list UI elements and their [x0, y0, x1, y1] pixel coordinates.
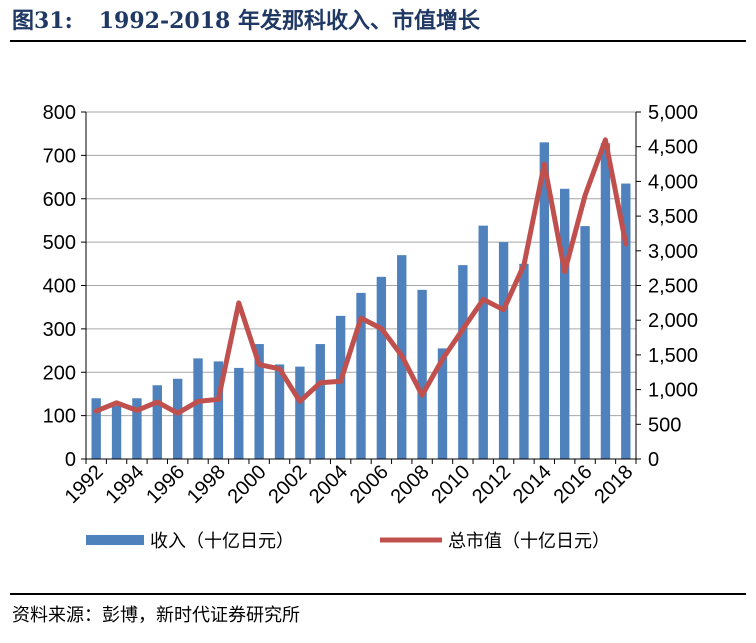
- left-tick-label: 600: [43, 189, 76, 211]
- revenue-bar: [600, 143, 611, 460]
- revenue-bar: [519, 263, 529, 459]
- revenue-bar: [91, 398, 101, 459]
- x-tick-label: 2004: [305, 461, 352, 508]
- right-tick-label: 1,500: [648, 345, 698, 367]
- right-tick-label: 1,000: [648, 380, 698, 402]
- figure-number: 图31:: [12, 8, 73, 34]
- figure-title: 图31: 1992-2018 年发那科收入、市值增长: [12, 4, 480, 38]
- market-cap-line: [93, 137, 629, 416]
- x-tick-label: 2000: [224, 461, 271, 508]
- revenue-bar: [478, 225, 488, 459]
- legend-swatch-revenue: [86, 535, 144, 545]
- revenue-bar: [274, 364, 285, 459]
- x-tick-label: 1998: [183, 461, 230, 508]
- right-tick-label: 5,000: [648, 102, 698, 124]
- right-tick-label: 500: [648, 414, 681, 436]
- revenue-bar: [417, 289, 427, 459]
- right-tick-label: 4,000: [648, 171, 698, 193]
- left-tick-label: 400: [43, 276, 76, 298]
- source-rule: [10, 593, 746, 595]
- left-tick-label: 500: [43, 232, 76, 254]
- revenue-bar: [132, 398, 142, 459]
- left-tick-label: 200: [43, 362, 76, 384]
- right-tick-label: 4,500: [648, 137, 698, 159]
- title-rule: [10, 40, 746, 42]
- revenue-bar: [254, 344, 264, 459]
- right-tick-label: 0: [648, 449, 659, 471]
- revenue-bar: [172, 378, 183, 459]
- revenue-bar: [335, 315, 346, 459]
- x-tick-label: 2008: [387, 461, 434, 508]
- x-tick-label: 2010: [427, 461, 474, 508]
- x-tick-label: 2012: [468, 461, 515, 508]
- revenue-bar: [560, 188, 570, 459]
- revenue-bar: [458, 265, 468, 459]
- revenue-bar: [621, 183, 631, 459]
- revenue-bar: [152, 385, 162, 459]
- revenue-bar: [539, 142, 550, 460]
- legend: 收入（十亿日元） 总市值（十亿日元）: [86, 531, 610, 551]
- left-tick-label: 0: [65, 449, 76, 471]
- revenue-bar: [213, 361, 224, 459]
- revenue-bar: [295, 366, 305, 459]
- combo-chart: 0 100 200 300 400 500 600 700 800 0 500 1,000 1,500 2…: [43, 102, 698, 551]
- revenue-bar: [376, 276, 387, 459]
- x-tick-label: 2006: [346, 461, 393, 508]
- revenue-bar: [315, 344, 325, 459]
- x-tick-label: 2018: [590, 461, 637, 508]
- revenue-bar: [111, 405, 122, 459]
- revenue-bar: [437, 348, 448, 459]
- x-tick-label: 2014: [509, 461, 556, 508]
- revenue-bar: [580, 226, 590, 459]
- left-tick-label: 700: [43, 145, 76, 167]
- x-tick-label: 2016: [550, 461, 597, 508]
- revenue-bar: [498, 242, 509, 459]
- revenue-bar: [193, 358, 203, 459]
- revenue-bars: [91, 142, 631, 460]
- revenue-bar: [234, 367, 244, 459]
- right-tick-label: 2,000: [648, 310, 698, 332]
- right-tick-label: 3,000: [648, 241, 698, 263]
- legend-label-revenue: 收入（十亿日元）: [150, 531, 294, 551]
- revenue-bar: [356, 292, 366, 459]
- x-tick-label: 1996: [142, 461, 189, 508]
- right-tick-label: 3,500: [648, 206, 698, 228]
- right-tick-label: 2,500: [648, 276, 698, 298]
- legend-label-market-cap: 总市值（十亿日元）: [448, 531, 610, 551]
- figure-caption: 1992-2018 年发那科收入、市值增长: [98, 8, 481, 34]
- market-cap-series-line: [93, 137, 629, 416]
- left-tick-label: 100: [43, 406, 76, 428]
- x-tick-label: 2002: [264, 461, 311, 508]
- source-note: 资料来源：彭博，新时代证券研究所: [12, 605, 300, 626]
- left-tick-label: 300: [43, 319, 76, 341]
- x-tick-label: 1994: [101, 461, 148, 508]
- left-tick-label: 800: [43, 102, 76, 124]
